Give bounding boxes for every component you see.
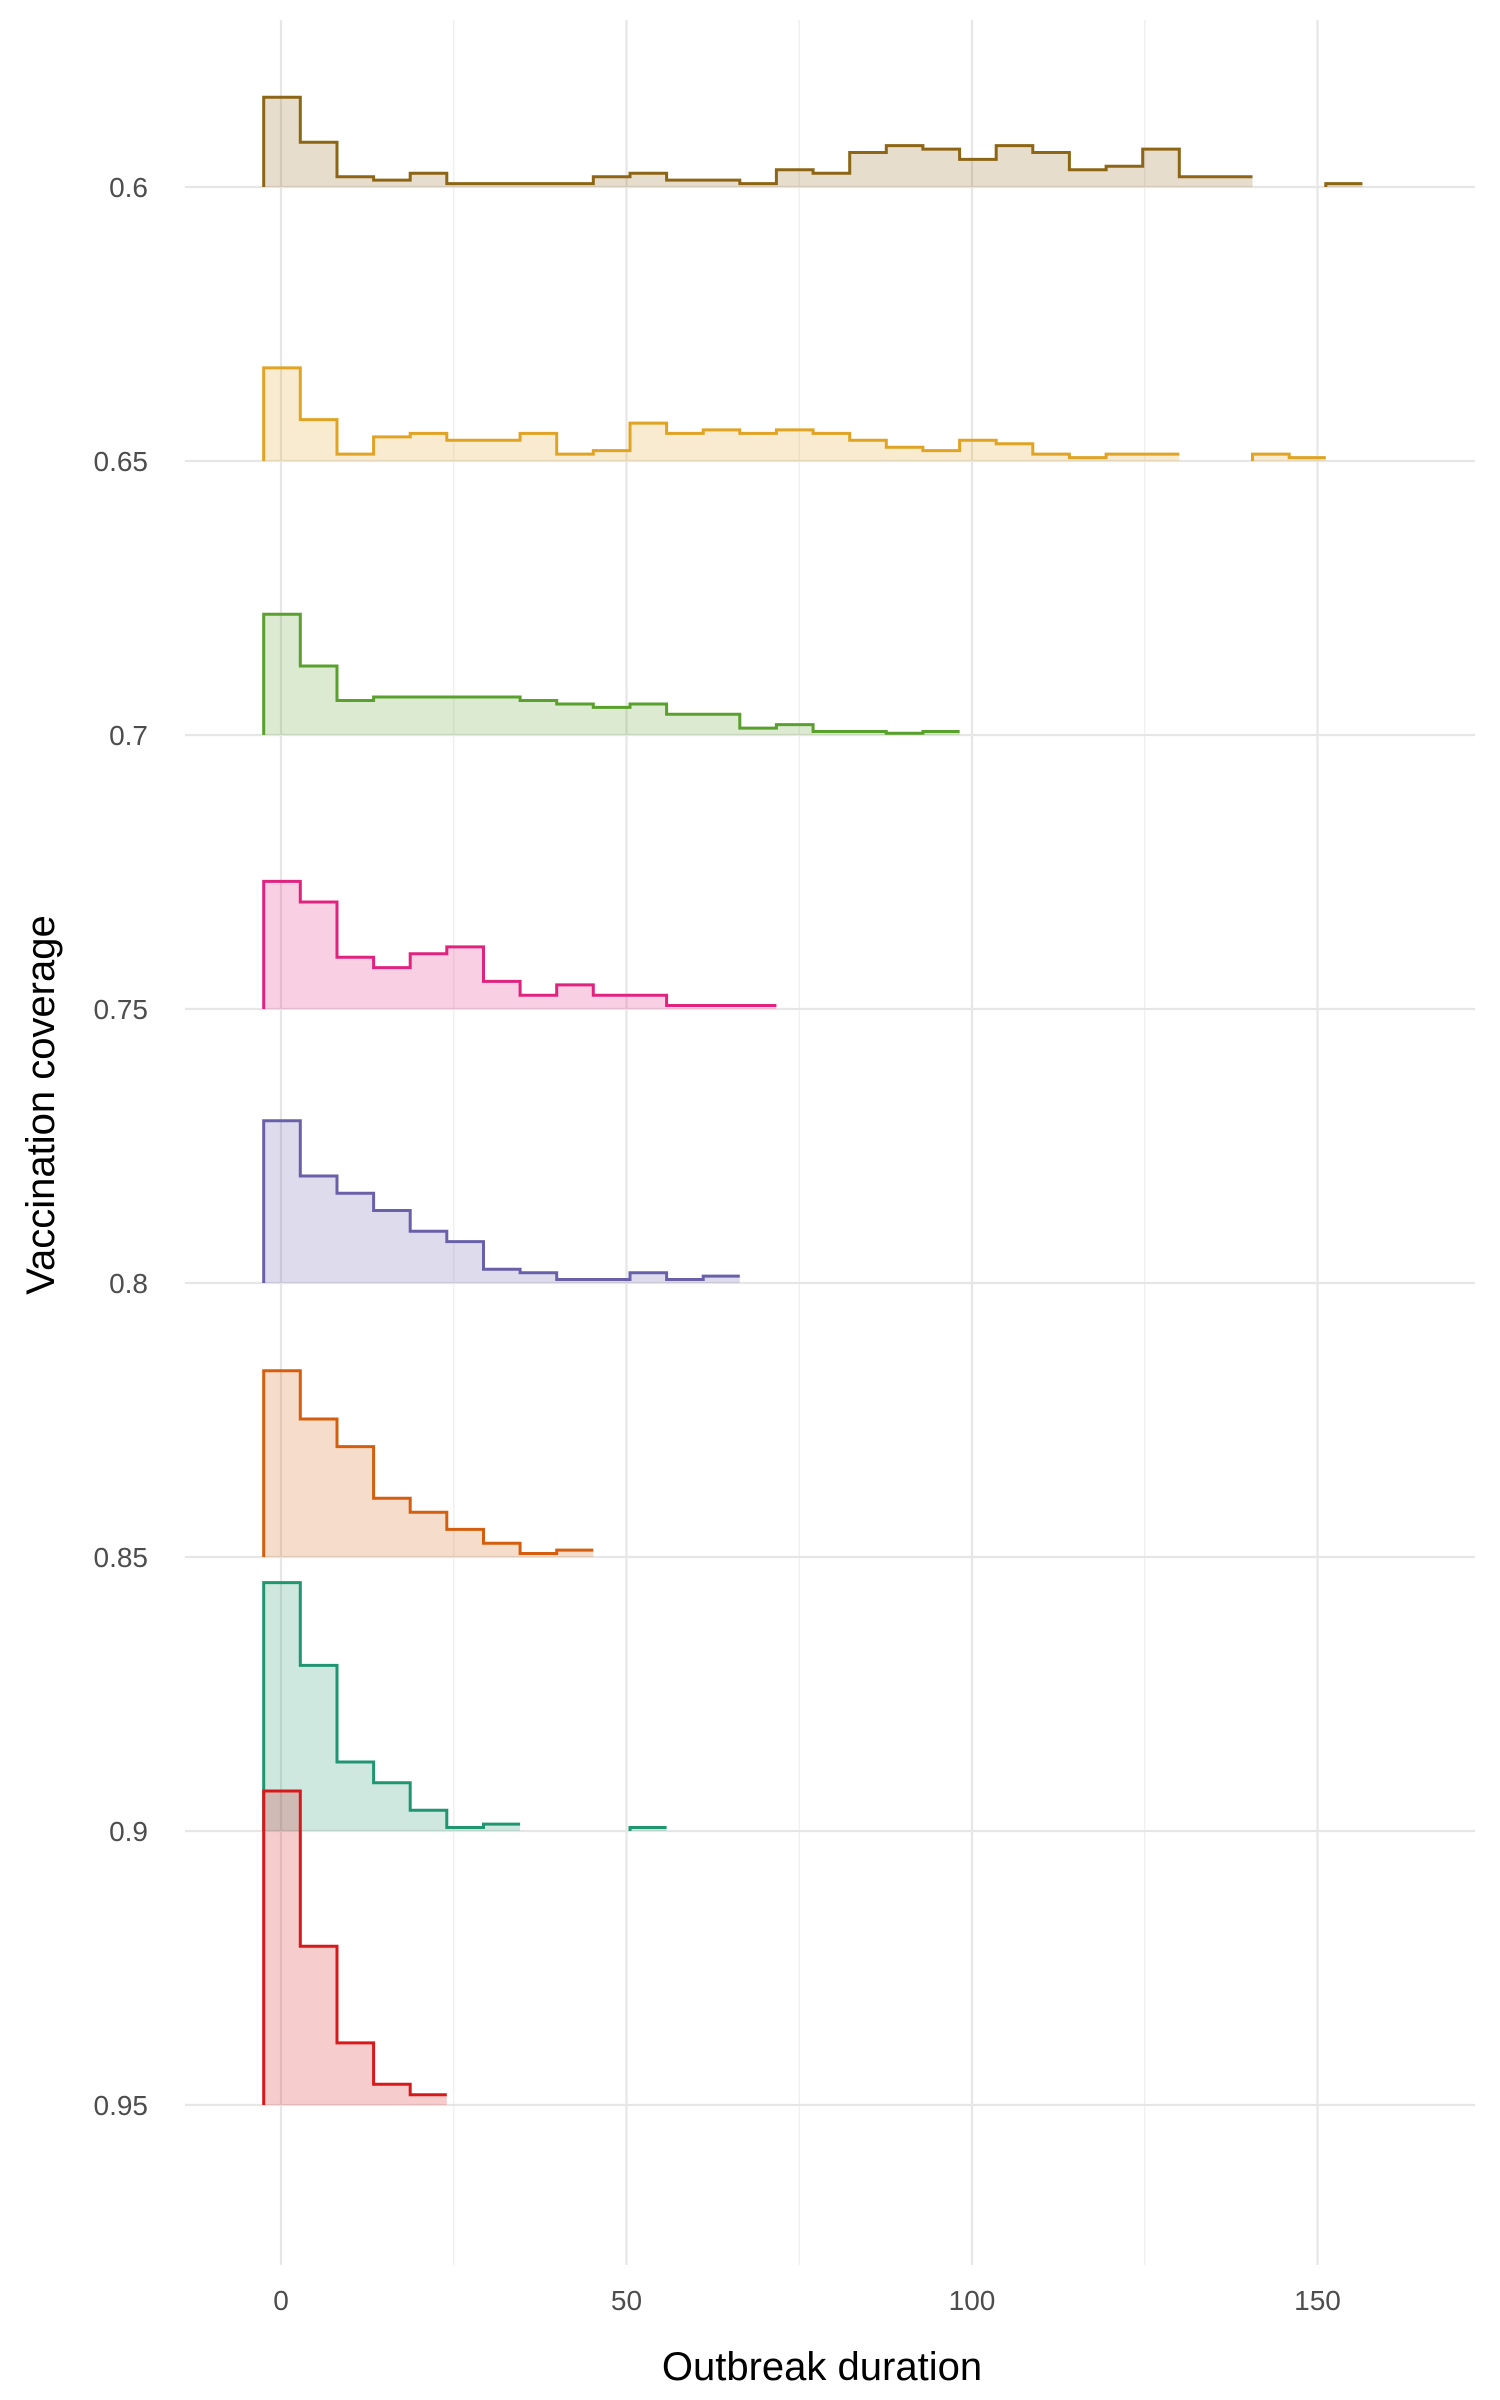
ridge-0.7	[262, 612, 960, 735]
y-tick-label: 0.65	[94, 446, 149, 477]
ridge-fill-0.85	[263, 1370, 594, 1557]
ridge-0.95	[262, 1789, 447, 2105]
ridge-0.85	[262, 1369, 594, 1557]
ridge-0.6	[262, 95, 1363, 187]
ridge-fill-0.8	[263, 1120, 740, 1283]
x-tick-label: 50	[611, 2285, 642, 2316]
y-tick-label: 0.95	[94, 2090, 149, 2121]
y-tick-label: 0.8	[109, 1268, 148, 1299]
ridge-outline-0.75	[262, 879, 777, 1009]
ridge-outline-0.7	[262, 612, 960, 735]
y-tick-label: 0.6	[109, 172, 148, 203]
ridge-fill-0.65	[263, 367, 1180, 461]
ridge-0.75	[262, 879, 777, 1009]
grid-lines	[185, 20, 1475, 2265]
ridge-outline-0.65	[1251, 452, 1326, 461]
x-axis-ticks: 0 50 100 150	[273, 2285, 1341, 2316]
ridge-fill-0.75	[263, 881, 777, 1009]
ridge-fill-0.6	[263, 97, 1253, 187]
ridge-fill-0.95	[263, 1791, 447, 2105]
y-tick-label: 0.85	[94, 1542, 149, 1573]
y-tick-label: 0.9	[109, 1816, 148, 1847]
ridge-outline-0.6	[1324, 182, 1363, 187]
x-tick-label: 0	[273, 2285, 289, 2316]
ridge-0.9	[262, 1581, 667, 1831]
ridge-0.8	[262, 1119, 740, 1283]
y-axis-ticks: 0.6 0.65 0.7 0.75 0.8 0.85 0.9 0.95	[94, 172, 149, 2121]
ridge-outline-0.9	[628, 1826, 667, 1831]
x-axis-title: Outbreak duration	[662, 2345, 982, 2389]
ridge-outline-0.6	[262, 95, 1253, 187]
ridge-outline-0.65	[262, 366, 1180, 461]
y-tick-label: 0.75	[94, 994, 149, 1025]
ridge-0.65	[262, 366, 1326, 461]
ridge-outline-0.8	[262, 1119, 740, 1283]
ridge-outline-0.95	[262, 1789, 447, 2105]
histogram-series	[262, 95, 1363, 2105]
y-tick-label: 0.7	[109, 720, 148, 751]
y-axis-title: Vaccination coverage	[19, 915, 63, 1295]
ridge-outline-0.85	[262, 1369, 594, 1557]
x-tick-label: 100	[949, 2285, 996, 2316]
ridge-fill-0.7	[263, 614, 960, 735]
ridge-fill-0.9	[263, 1582, 521, 1831]
x-tick-label: 150	[1294, 2285, 1341, 2316]
ridge-outline-0.9	[262, 1581, 521, 1831]
